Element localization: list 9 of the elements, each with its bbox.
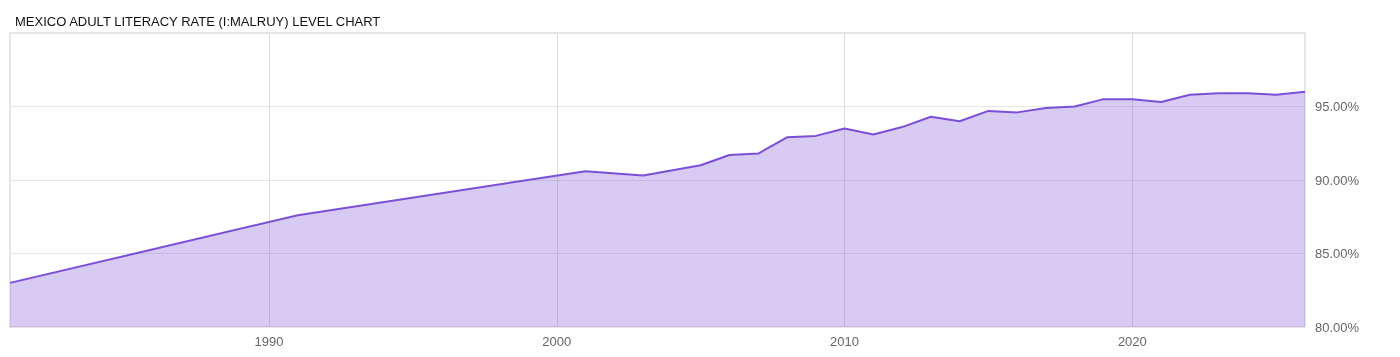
x-tick-label: 2000 <box>542 334 572 349</box>
x-tick-label: 1990 <box>254 334 284 349</box>
chart-title: MEXICO ADULT LITERACY RATE (I:MALRUY) LEVEL CHART <box>15 14 381 29</box>
x-tick-label: 2010 <box>830 334 860 349</box>
y-tick-label: 95.00% <box>1315 99 1360 114</box>
y-tick-label: 80.00% <box>1315 319 1360 335</box>
x-tick-label: 2020 <box>1117 334 1147 349</box>
y-tick-label: 85.00% <box>1315 246 1360 261</box>
y-tick-label: 90.00% <box>1315 172 1360 188</box>
